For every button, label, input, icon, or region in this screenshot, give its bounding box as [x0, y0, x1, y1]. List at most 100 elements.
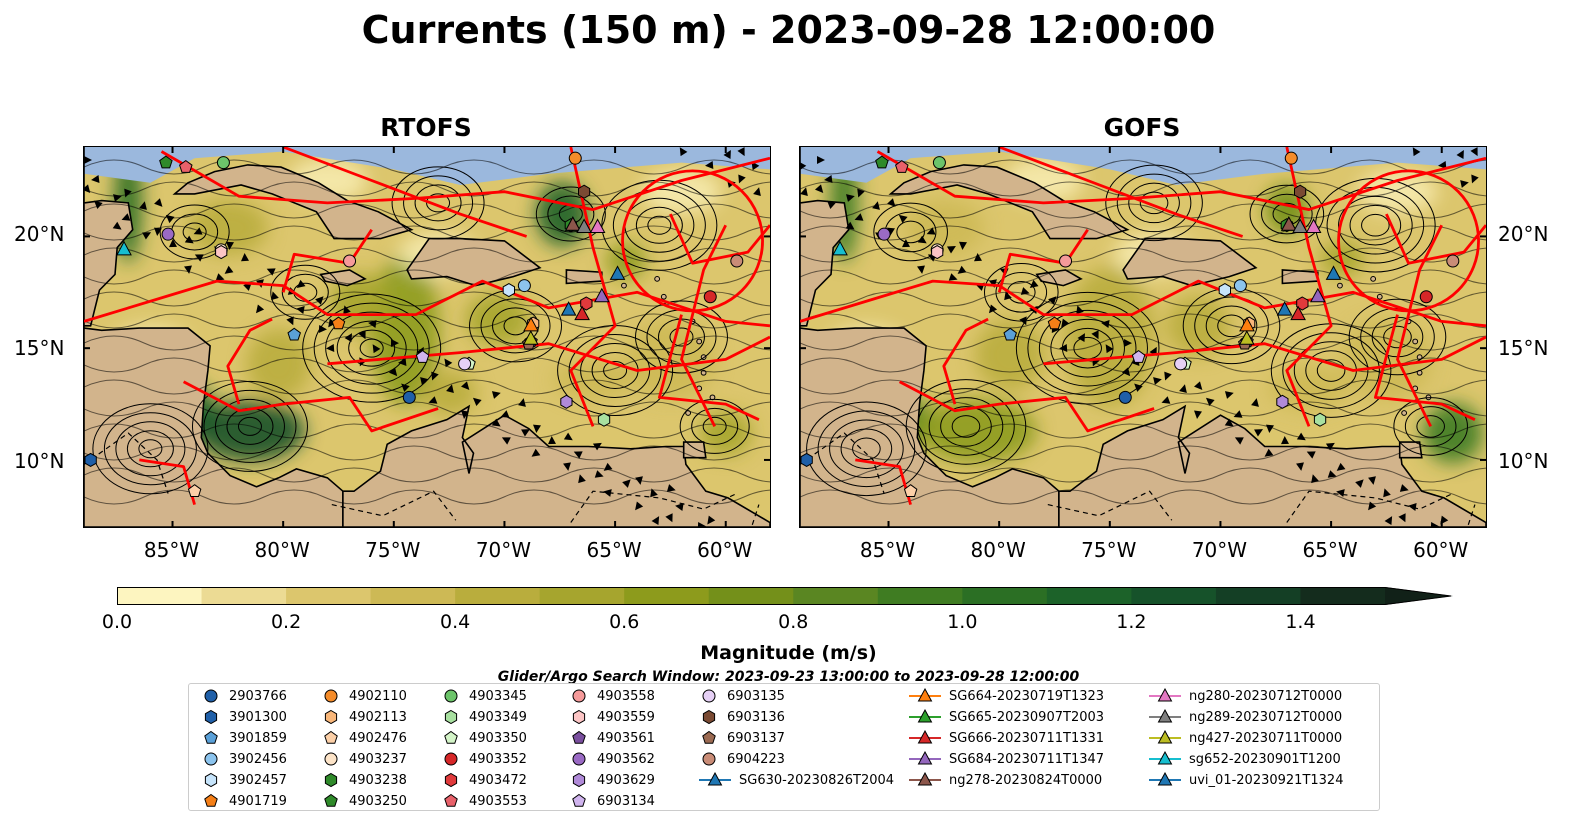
- legend-item: 4903629: [569, 772, 655, 788]
- streamline: [480, 298, 551, 354]
- island: [1376, 293, 1383, 300]
- stream-arrow: [1336, 462, 1346, 471]
- red-track-line: [669, 213, 770, 265]
- streamline: [635, 206, 683, 244]
- colorbar-segment: [877, 587, 963, 605]
- pentagon-marker-icon: [444, 730, 458, 744]
- stream-arrow: [1134, 383, 1143, 392]
- streamline: [702, 416, 727, 436]
- pentagon-marker-icon: [572, 730, 586, 744]
- streamline: [1128, 182, 1180, 224]
- argo-float-4903345: [216, 156, 230, 170]
- legend-item: SG664-20230719T1323: [909, 688, 1104, 704]
- stream-arrow: [1398, 513, 1406, 523]
- stream-arrow: [521, 429, 530, 437]
- streamline: [92, 403, 209, 495]
- argo-float-3902456: [1233, 279, 1247, 293]
- red-track-line: [658, 314, 760, 421]
- circle-marker-icon: [204, 752, 218, 766]
- stream-arrow: [1224, 418, 1234, 427]
- legend-item-label: 4903250: [349, 793, 407, 809]
- circle-marker-icon: [324, 689, 338, 703]
- stream-arrow: [548, 436, 556, 445]
- legend-item: 4903250: [321, 793, 407, 809]
- stream-arrow: [1470, 147, 1478, 157]
- current-magnitude-patch: [194, 400, 305, 461]
- stream-arrow: [650, 488, 658, 498]
- glider-ng278-20230824T0000: [1281, 216, 1297, 231]
- legend-item: 4903553: [441, 793, 527, 809]
- stream-arrow: [974, 253, 982, 262]
- stream-arrow: [948, 273, 958, 281]
- glider-SG684-20230711T1347: [593, 287, 610, 303]
- stream-arrow: [1336, 489, 1345, 497]
- legend-item-label: 4903352: [469, 751, 527, 767]
- legend-item-label: 4903350: [469, 730, 527, 746]
- streamline: [281, 273, 329, 311]
- streamline: [359, 338, 384, 358]
- colorbar-outline: [117, 587, 1452, 605]
- streamline: [84, 203, 770, 219]
- colorbar-tick-label: 1.4: [1285, 611, 1316, 633]
- stream-arrow: [898, 214, 908, 224]
- argo-float-4903349: [597, 412, 611, 427]
- argo-float-4903558: [1059, 254, 1073, 268]
- legend-item: ng280-20230712T0000: [1149, 688, 1342, 704]
- stream-arrow: [286, 316, 294, 326]
- streamline: [840, 428, 893, 470]
- legend-item-label: ng280-20230712T0000: [1189, 688, 1343, 704]
- streamline: [1348, 298, 1447, 376]
- legend-item-label: uvi_01-20230921T1324: [1189, 772, 1344, 788]
- pentagon-marker-icon: [444, 793, 458, 807]
- red-track-line: [282, 147, 528, 238]
- stream-arrow: [988, 304, 998, 314]
- argo-float-4903559: [215, 245, 228, 260]
- stream-arrow: [1153, 377, 1162, 385]
- argo-float-6903136: [1294, 184, 1307, 199]
- glider-ng280-20230712T0000: [589, 218, 606, 233]
- red-track-line: [1396, 224, 1443, 428]
- stream-arrow: [723, 150, 731, 159]
- stream-arrow: [665, 513, 673, 523]
- legend-item: 4903238: [321, 772, 407, 788]
- argo-float-6903136: [578, 184, 591, 199]
- legend-item: SG684-20230711T1347: [909, 751, 1104, 767]
- stream-arrow: [401, 383, 410, 392]
- colorbar-segment: [539, 587, 625, 605]
- stream-arrow: [1019, 316, 1027, 326]
- pentagon-marker-icon: [204, 793, 218, 807]
- stream-arrow: [431, 371, 439, 381]
- legend-item: ng278-20230824T0000: [909, 772, 1102, 788]
- argo-float-4903352: [703, 290, 717, 304]
- argo-float-2903766: [402, 390, 416, 404]
- argo-float-6903135: [458, 357, 472, 371]
- atlantic-ocean-area: [84, 147, 770, 185]
- lon-tick-label: 65°W: [1302, 538, 1358, 562]
- land-puertorico: [565, 269, 603, 285]
- current-magnitude-patch: [1422, 403, 1483, 464]
- island: [660, 293, 667, 300]
- stream-arrow: [622, 479, 631, 488]
- legend-item: 4903352: [441, 751, 527, 767]
- streamline: [800, 489, 1486, 505]
- streamline: [800, 467, 1486, 483]
- streamline: [84, 379, 770, 395]
- red-track-line: [1337, 169, 1480, 313]
- stream-arrow: [1091, 330, 1099, 340]
- stream-arrow: [271, 291, 279, 301]
- stream-arrow: [113, 194, 122, 202]
- stream-arrow: [563, 462, 571, 471]
- streamline: [1416, 415, 1445, 438]
- stream-arrow: [1430, 522, 1439, 527]
- stream-arrow: [215, 273, 225, 281]
- streamline: [951, 415, 981, 438]
- island: [1370, 275, 1377, 282]
- stream-arrow: [917, 235, 927, 244]
- hexagon-marker-icon: [572, 709, 586, 725]
- streamline: [469, 289, 563, 363]
- streamline: [873, 202, 948, 262]
- stream-arrow: [139, 201, 147, 210]
- stream-arrow: [705, 161, 714, 169]
- pentagon-marker-icon: [702, 730, 716, 744]
- argo-float-3901859: [1003, 327, 1017, 341]
